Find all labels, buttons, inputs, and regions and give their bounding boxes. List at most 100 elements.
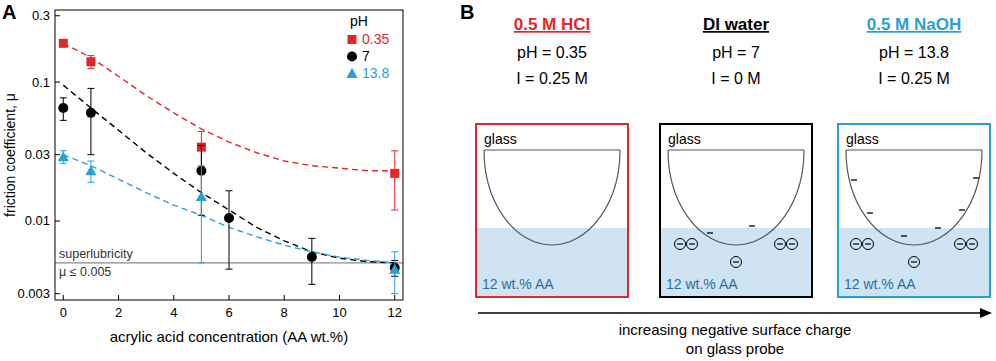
- error-cap: [87, 154, 94, 155]
- arrow-label: on glass probe: [686, 340, 784, 357]
- error-cap: [87, 55, 94, 56]
- ion: [955, 239, 966, 250]
- x-tick-label: 8: [281, 305, 288, 320]
- error-bar: [87, 88, 94, 154]
- error-cap: [391, 293, 398, 294]
- error-bar: [198, 166, 205, 263]
- surface-charge: [867, 212, 873, 213]
- y-tick: [55, 154, 60, 155]
- x-tick-label: 12: [387, 305, 401, 320]
- plot-frame: [55, 10, 403, 300]
- x-tick-label: 6: [225, 305, 232, 320]
- error-cap: [308, 238, 315, 239]
- ion-sign: [865, 243, 871, 244]
- glass-probe: [668, 150, 804, 245]
- x-tick: [284, 295, 285, 300]
- ph-label: pH = 0.35: [517, 44, 587, 61]
- error-bar: [391, 151, 398, 210]
- liquid: [660, 228, 812, 297]
- arrow-shaft: [478, 312, 984, 313]
- solution-title: 0.5 M HCl: [514, 15, 591, 34]
- error-cap: [87, 161, 94, 162]
- data-point: [86, 57, 95, 66]
- reference-label: superlubricity: [59, 247, 133, 261]
- ionic-strength-label: I = 0.25 M: [878, 70, 950, 87]
- ion-sign: [789, 243, 795, 244]
- ph-label: pH = 13.8: [879, 44, 949, 61]
- data-point: [58, 103, 68, 113]
- data-point: [224, 213, 234, 223]
- error-stem: [394, 151, 395, 210]
- ion: [863, 239, 874, 250]
- y-tick: [55, 15, 60, 16]
- error-cap: [60, 150, 67, 151]
- arrow-label: increasing negative surface charge: [619, 321, 852, 338]
- y-tick-label: 0.01: [25, 213, 50, 228]
- data-point: [390, 169, 399, 178]
- y-tick: [55, 82, 60, 83]
- liquid: [476, 228, 628, 297]
- error-cap: [391, 150, 398, 151]
- ion-sign: [969, 243, 975, 244]
- x-tick-label: 10: [332, 305, 346, 320]
- ion-sign: [733, 261, 739, 262]
- surface-charge: [749, 225, 755, 226]
- x-tick-label: 0: [60, 305, 67, 320]
- data-point: [389, 264, 400, 274]
- ion: [967, 239, 978, 250]
- surface-charge: [707, 232, 713, 233]
- ion: [775, 239, 786, 250]
- legend-marker: [347, 68, 358, 78]
- error-cap: [60, 97, 67, 98]
- legend-label: 13.8: [362, 65, 389, 81]
- panel-label: B: [460, 1, 474, 23]
- ionic-strength-label: I = 0.25 M: [516, 70, 588, 87]
- probe-label: glass: [668, 131, 701, 147]
- x-tick: [63, 295, 64, 300]
- liquid: [838, 228, 990, 297]
- error-cap: [391, 209, 398, 210]
- y-tick-label: 0.03: [25, 147, 50, 162]
- surface-charge: [935, 227, 941, 228]
- surface-charge: [973, 177, 979, 178]
- glass-probe: [846, 150, 982, 245]
- error-stem: [229, 191, 230, 269]
- ion: [731, 257, 742, 268]
- liquid-label: 12 wt.% AA: [844, 276, 916, 292]
- liquid-label: 12 wt.% AA: [482, 276, 554, 292]
- glass-probe: [484, 150, 620, 245]
- error-cap: [60, 163, 67, 164]
- error-cap: [308, 284, 315, 285]
- x-axis-label: acrylic acid concentration (AA wt.%): [110, 328, 348, 345]
- ion: [787, 239, 798, 250]
- error-cap: [198, 145, 205, 146]
- error-cap: [198, 165, 205, 166]
- legend-marker: [348, 35, 357, 44]
- y-tick-label: 0.3: [32, 8, 50, 23]
- data-point: [307, 252, 317, 262]
- legend-label: 7: [362, 48, 370, 64]
- error-cap: [87, 182, 94, 183]
- error-cap: [87, 68, 94, 69]
- error-cap: [198, 262, 205, 263]
- liquid-label: 12 wt.% AA: [666, 276, 738, 292]
- error-stem: [201, 166, 202, 263]
- data-point: [59, 39, 68, 48]
- solution-title: DI water: [703, 15, 770, 34]
- ph-label: pH = 7: [712, 44, 760, 61]
- ion: [909, 257, 920, 268]
- error-cap: [226, 269, 233, 270]
- y-axis-label: friction coefficient, μ: [2, 93, 18, 217]
- error-bar: [87, 56, 94, 69]
- ion-sign: [689, 243, 695, 244]
- ion-sign: [957, 243, 963, 244]
- surface-charge: [959, 209, 965, 210]
- panel-label: A: [2, 1, 16, 23]
- ion-sign: [777, 243, 783, 244]
- data-point: [85, 165, 96, 175]
- surface-charge: [851, 179, 857, 180]
- plot-area: [55, 39, 403, 294]
- probe-label: glass: [846, 131, 879, 147]
- y-tick: [55, 293, 60, 294]
- data-point: [86, 108, 96, 118]
